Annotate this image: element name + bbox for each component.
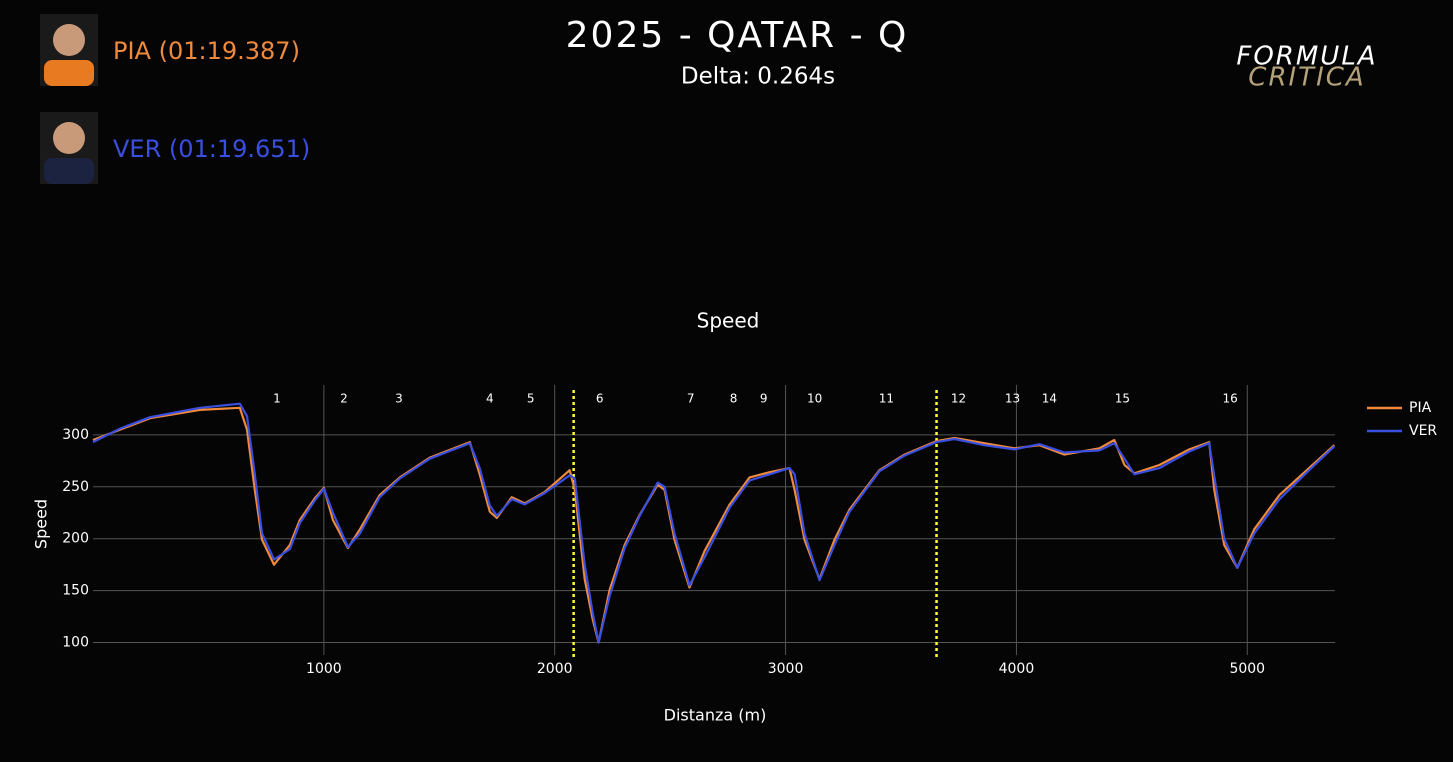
corner-label: 2 (340, 392, 348, 406)
x-tick-label: 5000 (1229, 661, 1265, 677)
corner-label: 8 (730, 392, 738, 406)
y-tick-label: 300 (62, 427, 89, 443)
page-title: 2025 - QATAR - Q (566, 15, 909, 56)
x-tick-label: 1000 (306, 661, 342, 677)
x-tick-label: 3000 (768, 661, 804, 677)
driver-label: VER (01:19.651) (113, 135, 310, 163)
corner-label: 11 (879, 392, 894, 406)
corner-label: 6 (596, 392, 604, 406)
legend-label: PIA (1409, 400, 1432, 416)
logo-text: CRITICA (1248, 63, 1365, 93)
logo-text: FORMULA (1236, 42, 1377, 72)
corner-label: 9 (760, 392, 768, 406)
x-tick-label: 2000 (537, 661, 573, 677)
y-tick-label: 200 (62, 531, 89, 547)
driver-photo (40, 14, 98, 86)
corner-label: 13 (1005, 392, 1020, 406)
corner-label: 15 (1115, 392, 1130, 406)
page-subtitle: Delta: 0.264s (681, 64, 835, 90)
speed-line (92, 402, 1336, 644)
driver-label: PIA (01:19.387) (113, 37, 300, 65)
corner-label: 1 (273, 392, 281, 406)
y-axis-label: Speed (32, 499, 51, 549)
corner-label: 10 (807, 392, 822, 406)
y-tick-label: 150 (62, 583, 89, 599)
legend-label: VER (1409, 423, 1437, 439)
y-tick-label: 250 (62, 479, 89, 495)
corner-label: 5 (527, 392, 535, 406)
corner-label: 16 (1223, 392, 1238, 406)
chart-title: Speed (697, 309, 760, 333)
corner-label: 7 (687, 392, 695, 406)
driver-photo (40, 112, 98, 184)
x-axis-label: Distanza (m) (664, 706, 767, 725)
corner-label: 12 (951, 392, 966, 406)
corner-label: 14 (1042, 392, 1057, 406)
y-tick-label: 100 (62, 635, 89, 651)
corner-label: 4 (486, 392, 494, 406)
corner-label: 3 (395, 392, 403, 406)
x-tick-label: 4000 (999, 661, 1035, 677)
